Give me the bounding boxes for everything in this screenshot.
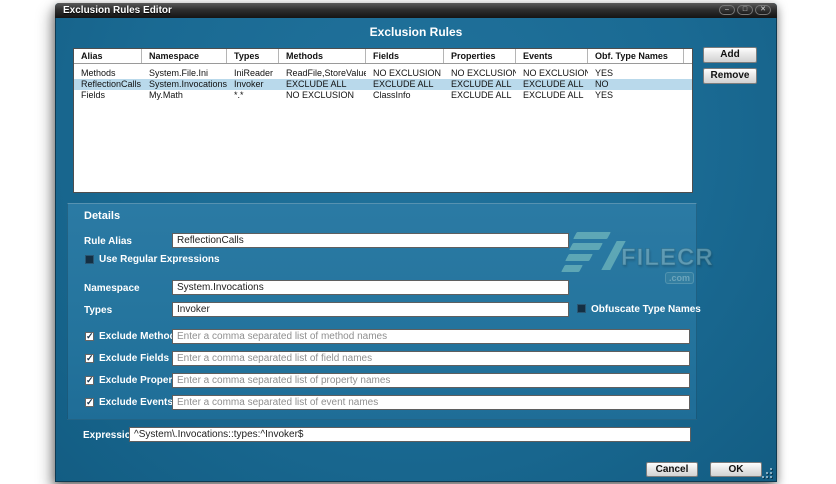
exclude-methods-label: Exclude Methods [99, 331, 182, 342]
window-controls: – □ ✕ [719, 5, 771, 15]
table-body: Methods System.File.Ini IniReader ReadFi… [74, 64, 692, 101]
namespace-label: Namespace [84, 283, 140, 294]
cell-namespace: System.Invocations [149, 79, 227, 89]
cell-types: *.* [234, 90, 244, 100]
add-button[interactable]: Add [703, 47, 757, 63]
namespace-input[interactable] [172, 280, 569, 295]
column-header-namespace[interactable]: Namespace [142, 49, 227, 63]
cell-fields: NO EXCLUSION [373, 68, 442, 78]
details-panel: Details Rule Alias ✓ Use Regular Express… [67, 203, 701, 420]
table-row[interactable]: ReflectionCalls System.Invocations Invok… [74, 79, 692, 90]
cell-events: EXCLUDE ALL [523, 79, 584, 89]
exclude-properties-input[interactable] [172, 373, 690, 388]
use-regular-expressions-label: Use Regular Expressions [99, 254, 220, 265]
cell-types: IniReader [234, 68, 274, 78]
cell-methods: ReadFile,StoreValue [286, 68, 366, 78]
exclude-events-label: Exclude Events [99, 397, 173, 408]
check-icon: ✓ [86, 353, 94, 363]
cell-types: Invoker [234, 79, 264, 89]
expression-label: Expression [83, 430, 137, 441]
types-label: Types [84, 305, 113, 316]
exclude-methods-input[interactable] [172, 329, 690, 344]
cell-fields: ClassInfo [373, 90, 411, 100]
expression-input[interactable] [129, 427, 691, 442]
title-bar[interactable]: Exclusion Rules Editor – □ ✕ [55, 3, 777, 18]
column-header-obf-type-names[interactable]: Obf. Type Names [588, 49, 684, 63]
close-button[interactable]: ✕ [755, 5, 771, 15]
cell-namespace: My.Math [149, 90, 183, 100]
exclude-properties-checkbox[interactable]: ✓ [85, 376, 94, 385]
column-header-fields[interactable]: Fields [366, 49, 444, 63]
cell-fields: EXCLUDE ALL [373, 79, 434, 89]
cell-events: EXCLUDE ALL [523, 90, 584, 100]
column-header-alias[interactable]: Alias [74, 49, 142, 63]
column-header-events[interactable]: Events [516, 49, 588, 63]
exclude-events-checkbox[interactable]: ✓ [85, 398, 94, 407]
exclude-properties-label: Exclude Properties [99, 375, 190, 386]
minimize-button[interactable]: – [719, 5, 735, 15]
cell-obf-type-names: NO [595, 79, 609, 89]
cell-events: NO EXCLUSION [523, 68, 588, 78]
cell-alias: ReflectionCalls [81, 79, 142, 89]
check-icon: ✓ [86, 397, 94, 407]
cell-methods: EXCLUDE ALL [286, 79, 347, 89]
page-title: Exclusion Rules [369, 25, 463, 39]
cancel-button[interactable]: Cancel [646, 462, 698, 477]
column-header-methods[interactable]: Methods [279, 49, 366, 63]
exclude-fields-checkbox[interactable]: ✓ [85, 354, 94, 363]
table-row[interactable]: Fields My.Math *.* NO EXCLUSION ClassInf… [74, 90, 692, 101]
exclude-fields-input[interactable] [172, 351, 690, 366]
resize-grip[interactable] [762, 468, 772, 478]
cell-properties: EXCLUDE ALL [451, 79, 512, 89]
rule-alias-input[interactable] [172, 233, 569, 248]
cell-properties: NO EXCLUSION [451, 68, 516, 78]
dialog-body: Exclusion Rules Alias Namespace Types Me… [55, 18, 777, 482]
table-header-row: Alias Namespace Types Methods Fields Pro… [74, 49, 692, 64]
cell-namespace: System.File.Ini [149, 68, 209, 78]
cell-methods: NO EXCLUSION [286, 90, 355, 100]
exclusion-rules-table: Alias Namespace Types Methods Fields Pro… [73, 48, 693, 193]
exclusion-rules-editor-window: Exclusion Rules Editor – □ ✕ Exclusion R… [55, 3, 777, 482]
check-icon: ✓ [86, 375, 94, 385]
rule-alias-label: Rule Alias [84, 236, 132, 247]
use-regular-expressions-checkbox[interactable]: ✓ [85, 255, 94, 264]
window-title: Exclusion Rules Editor [63, 5, 172, 16]
column-header-types[interactable]: Types [227, 49, 279, 63]
obfuscate-type-names-label: Obfuscate Type Names [591, 304, 701, 315]
ok-button[interactable]: OK [710, 462, 762, 477]
exclude-methods-checkbox[interactable]: ✓ [85, 332, 94, 341]
cell-alias: Fields [81, 90, 106, 100]
cell-properties: EXCLUDE ALL [451, 90, 512, 100]
cell-alias: Methods [81, 68, 116, 78]
cell-obf-type-names: YES [595, 90, 614, 100]
table-row[interactable]: Methods System.File.Ini IniReader ReadFi… [74, 68, 692, 79]
maximize-button[interactable]: □ [737, 5, 753, 15]
details-heading: Details [84, 210, 121, 222]
cell-obf-type-names: YES [595, 68, 614, 78]
remove-button[interactable]: Remove [703, 68, 757, 84]
check-icon: ✓ [86, 331, 94, 341]
exclude-fields-label: Exclude Fields [99, 353, 170, 364]
column-header-properties[interactable]: Properties [444, 49, 516, 63]
types-input[interactable] [172, 302, 569, 317]
column-header-filler [684, 49, 692, 63]
exclude-events-input[interactable] [172, 395, 690, 410]
obfuscate-type-names-checkbox[interactable]: ✓ [577, 304, 586, 313]
